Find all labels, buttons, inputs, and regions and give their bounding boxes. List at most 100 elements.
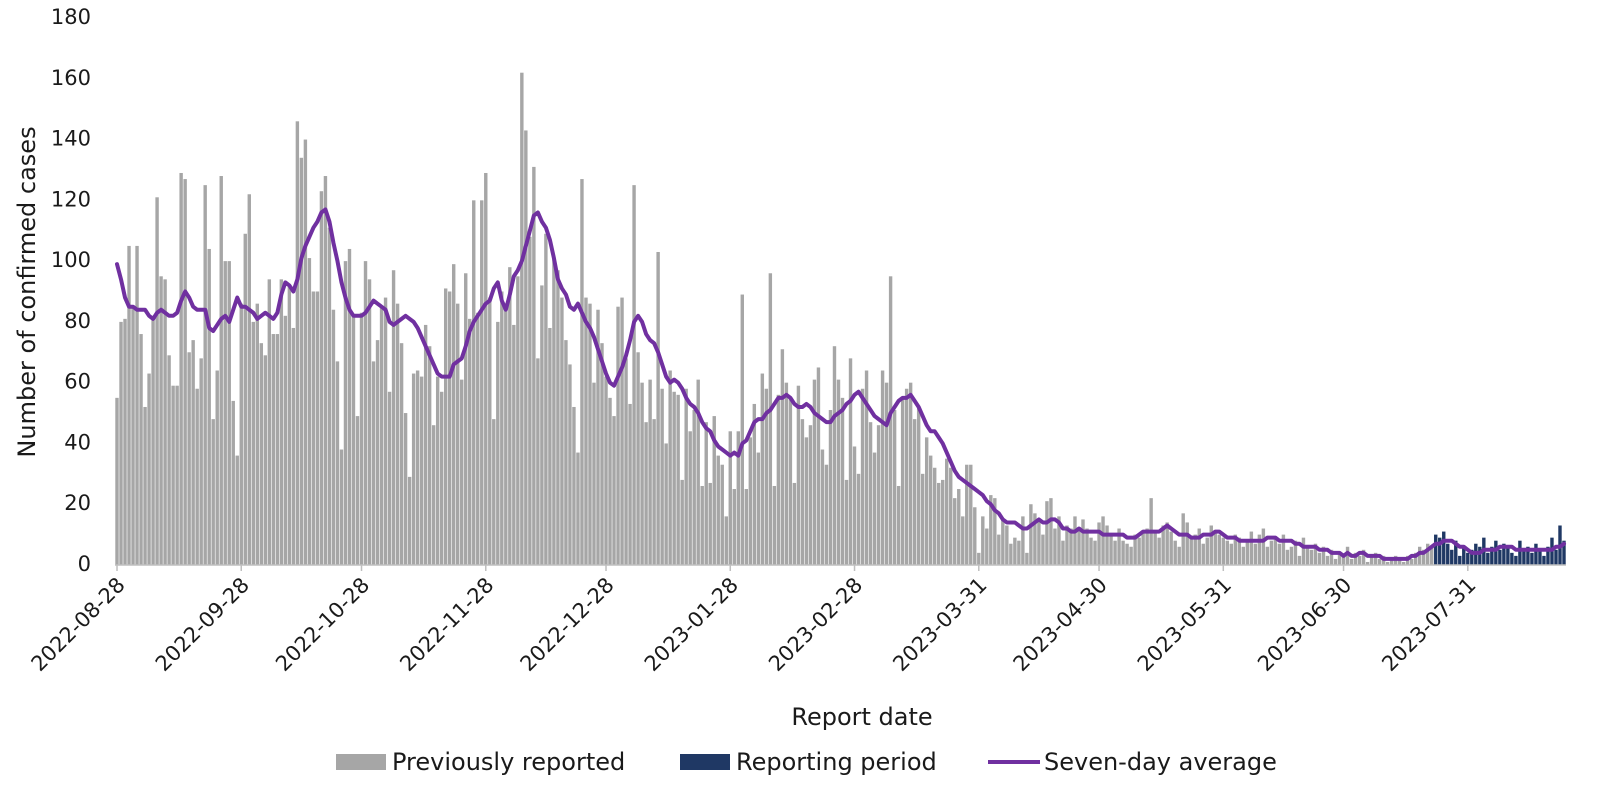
bar bbox=[1117, 528, 1121, 565]
bar bbox=[604, 376, 608, 565]
bar bbox=[1389, 558, 1394, 565]
bar bbox=[1057, 516, 1061, 565]
bar bbox=[460, 379, 464, 565]
bar bbox=[1542, 555, 1546, 565]
bar bbox=[227, 261, 231, 565]
bar bbox=[371, 361, 376, 565]
x-tick-label: 2023-03-31 bbox=[888, 573, 991, 676]
bar bbox=[447, 291, 452, 565]
y-tick-label: 140 bbox=[51, 127, 91, 151]
bar bbox=[219, 176, 223, 565]
bar bbox=[423, 324, 428, 565]
bar bbox=[768, 273, 773, 565]
bar bbox=[1061, 540, 1065, 565]
bar bbox=[1518, 540, 1522, 565]
bar bbox=[1422, 549, 1426, 565]
bar bbox=[1365, 561, 1370, 565]
bar bbox=[961, 516, 965, 565]
bar bbox=[443, 288, 448, 565]
bar bbox=[195, 388, 199, 565]
bar bbox=[1277, 543, 1282, 565]
bar bbox=[1385, 561, 1390, 565]
bar bbox=[1097, 522, 1101, 565]
bar bbox=[1321, 546, 1326, 565]
legend-label: Seven-day average bbox=[1044, 748, 1277, 776]
bar bbox=[620, 297, 624, 565]
bar bbox=[708, 482, 712, 565]
bar bbox=[1217, 534, 1221, 565]
bar bbox=[179, 172, 183, 565]
bar bbox=[231, 400, 235, 565]
bar bbox=[367, 279, 372, 565]
bar bbox=[912, 419, 917, 565]
bar bbox=[1157, 537, 1161, 565]
x-tick-label: 2023-07-31 bbox=[1377, 573, 1480, 676]
bar bbox=[383, 297, 388, 565]
bar bbox=[993, 498, 997, 565]
bar bbox=[1249, 531, 1254, 565]
y-tick-label: 80 bbox=[64, 309, 91, 333]
bar bbox=[484, 172, 488, 565]
bar bbox=[844, 479, 849, 565]
x-tick-label: 2023-06-30 bbox=[1253, 573, 1356, 676]
bar bbox=[1077, 531, 1081, 565]
bar bbox=[900, 397, 905, 565]
bar bbox=[1257, 534, 1262, 565]
bar bbox=[672, 391, 676, 565]
bar bbox=[532, 166, 536, 565]
bar bbox=[427, 346, 432, 565]
bar bbox=[1029, 504, 1033, 565]
bar bbox=[379, 306, 384, 565]
y-tick-label: 60 bbox=[64, 370, 91, 394]
bar bbox=[1153, 531, 1157, 565]
bar bbox=[119, 321, 123, 565]
bar bbox=[1001, 519, 1005, 565]
bar bbox=[928, 455, 933, 565]
bar bbox=[399, 343, 404, 565]
bar bbox=[251, 321, 255, 565]
bar bbox=[792, 482, 797, 565]
bar bbox=[732, 489, 736, 565]
bar bbox=[820, 449, 825, 565]
bar bbox=[516, 276, 520, 565]
bar bbox=[1434, 534, 1438, 565]
bar bbox=[832, 346, 837, 565]
bar bbox=[700, 485, 704, 565]
legend-label: Reporting period bbox=[736, 748, 937, 776]
bar bbox=[716, 455, 720, 565]
average-line bbox=[115, 207, 1566, 561]
x-tick-label: 2022-12-28 bbox=[516, 573, 619, 676]
bar bbox=[1325, 555, 1330, 565]
bar bbox=[255, 303, 259, 565]
bar bbox=[520, 72, 524, 565]
bar bbox=[556, 270, 560, 565]
bar bbox=[335, 361, 340, 565]
bar bbox=[1377, 558, 1382, 565]
bar bbox=[1417, 546, 1422, 565]
bar bbox=[740, 294, 745, 565]
bar bbox=[1450, 549, 1454, 565]
bar bbox=[355, 416, 360, 565]
bar bbox=[544, 233, 548, 565]
bar bbox=[880, 370, 885, 565]
bar bbox=[712, 416, 716, 565]
bar bbox=[1341, 555, 1346, 565]
bar bbox=[1562, 540, 1566, 565]
bar bbox=[1506, 546, 1510, 565]
bar bbox=[816, 367, 821, 565]
bar bbox=[656, 251, 660, 565]
bar bbox=[1017, 540, 1021, 565]
bar bbox=[263, 355, 268, 565]
bar bbox=[223, 261, 227, 565]
bar bbox=[1305, 546, 1310, 565]
bar bbox=[347, 248, 352, 565]
bar bbox=[840, 397, 845, 565]
bar bbox=[1409, 558, 1414, 565]
bar bbox=[395, 303, 400, 565]
bar bbox=[1514, 555, 1518, 565]
bar bbox=[167, 355, 171, 565]
bar bbox=[1293, 540, 1298, 565]
bar bbox=[636, 352, 640, 565]
bar bbox=[1285, 549, 1290, 565]
